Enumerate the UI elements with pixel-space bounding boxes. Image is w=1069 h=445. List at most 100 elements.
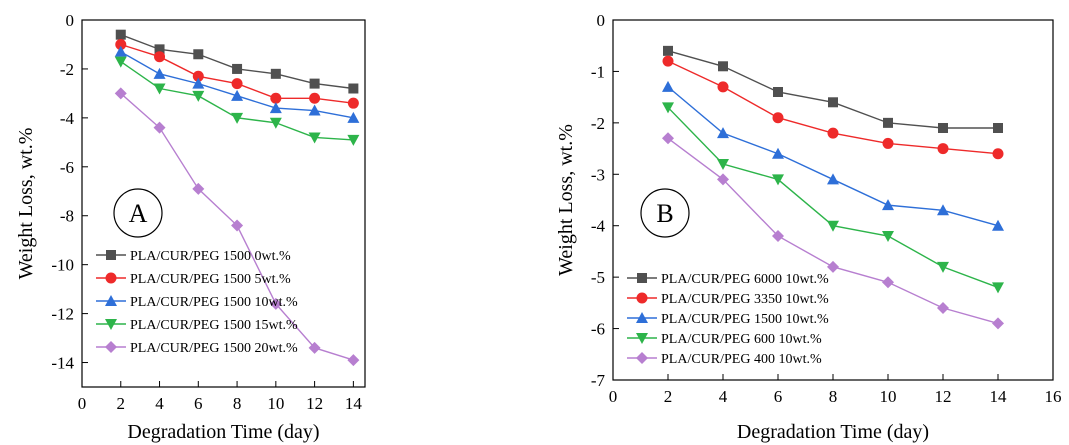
data-point [717,159,729,170]
panel-label: A [129,199,148,228]
data-point [114,56,127,68]
y-tick-label: -10 [51,256,74,275]
data-point [115,38,127,50]
data-point [153,83,166,95]
data-point [114,87,127,100]
data-point [347,97,359,109]
data-point [308,104,321,116]
x-tick-label: 8 [829,387,838,406]
data-point [269,117,282,129]
series-5 [662,132,1004,330]
y-tick-label: -8 [60,207,74,226]
legend-marker [636,333,648,344]
series-line [667,60,999,155]
data-point [663,45,673,56]
data-point [772,112,784,124]
series-line [667,86,999,227]
legend-label: PLA/CUR/PEG 1500 20wt.% [130,341,298,356]
data-point [718,61,728,72]
x-tick-label: 0 [609,387,618,406]
series-2 [662,55,1004,160]
data-point [270,68,281,79]
x-tick-label: 6 [194,394,203,413]
y-tick-label: -4 [591,217,606,236]
data-point [992,219,1004,231]
x-tick-label: 4 [719,387,728,406]
legend-marker [106,250,116,260]
legend-label: PLA/CUR/PEG 1500 0wt.% [130,249,291,264]
data-point [308,132,321,144]
data-point [231,89,244,101]
data-point [114,45,127,57]
y-tick-label: -2 [591,114,605,133]
legend-label: PLA/CUR/PEG 1500 15wt.% [130,318,298,333]
data-point [938,123,948,133]
data-point [937,204,949,216]
data-point [992,282,1004,294]
data-point [827,127,839,139]
x-tick-label: 12 [306,394,323,413]
x-tick-label: 14 [990,387,1008,406]
y-tick-label: -6 [591,320,605,339]
legend-marker [636,352,648,364]
data-point [827,260,839,273]
x-tick-label: 10 [267,394,284,413]
legend: PLA/CUR/PEG 1500 0wt.% PLA/CUR/PEG 1500 5… [96,249,298,356]
data-point [153,67,166,79]
x-axis-label: Degradation Time (day) [737,421,929,443]
y-axis-label: Weight Loss, wt.% [15,128,37,280]
y-tick-label: -4 [60,109,75,128]
data-point [231,112,244,124]
data-point [937,261,949,273]
data-point [662,80,674,92]
chart-panel-a: 0 2 4 6 8 10 12 14 0 -2 -4 -6 -8 -10 -12 -14 Degradation… [15,11,366,443]
data-point [347,354,360,367]
legend-marker [636,292,648,304]
legend-label: PLA/CUR/PEG 400 10wt.% [661,352,822,367]
legend-marker [105,341,117,353]
y-tick-label: -1 [591,62,605,81]
data-point [662,132,674,145]
y-tick-label: -5 [591,268,605,287]
legend-label: PLA/CUR/PEG 600 10wt.% [661,332,822,347]
series-4 [114,56,360,146]
series-4 [662,102,1004,294]
data-point [115,29,126,40]
y-tick-label: -14 [51,354,74,373]
data-point [154,44,165,55]
x-tick-label: 2 [117,394,126,413]
y-tick-label: -12 [51,305,74,324]
x-tick-label: 2 [664,387,673,406]
data-point [154,51,166,63]
data-point [827,220,839,232]
data-point [993,123,1003,133]
data-point [309,78,320,89]
legend-marker [105,272,117,284]
y-tick-label: -7 [591,371,606,390]
data-point [937,302,949,314]
data-point [772,147,784,159]
y-tick-label: -6 [60,158,74,177]
data-point [882,199,894,211]
y-tick-label: 0 [597,11,606,30]
x-tick-label: 0 [78,394,87,413]
plot-frame [81,19,366,388]
data-point [717,127,729,139]
data-point [992,317,1004,330]
chart-panel-b: 0 2 4 6 8 10 12 14 16 0 -1 -2 -3 -4 -5 -6 -7 Degradation … [555,11,1062,443]
legend: PLA/CUR/PEG 6000 10wt.% PLA/CUR/PEG 3350 … [627,272,829,367]
data-point [231,78,243,90]
data-point [153,121,166,134]
legend-marker [637,273,647,283]
x-tick-label: 6 [774,387,783,406]
y-tick-label: -2 [60,60,74,79]
series-3 [114,45,360,123]
series-line [667,50,998,129]
legend-marker [105,319,117,330]
data-point [772,230,784,242]
legend-label: PLA/CUR/PEG 6000 10wt.% [661,272,829,287]
series-1 [115,29,359,94]
data-point [882,137,894,149]
legend-label: PLA/CUR/PEG 3350 10wt.% [661,292,829,307]
